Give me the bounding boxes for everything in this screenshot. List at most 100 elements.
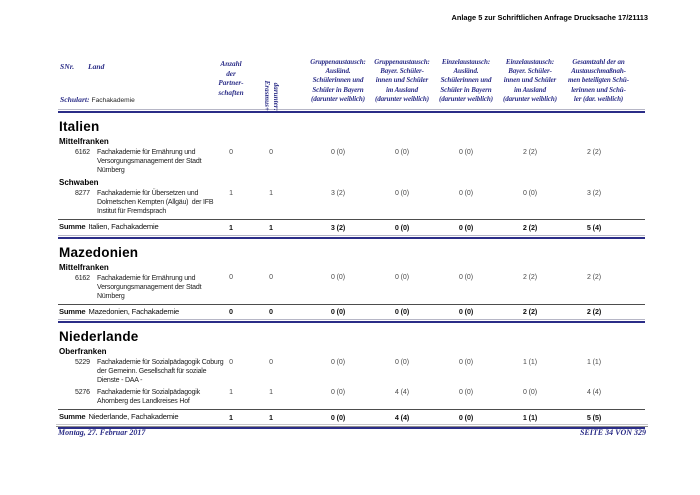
value-partnerships: 0 xyxy=(229,148,233,156)
value-gruppenaustausch-bayern: 0 (0) xyxy=(331,148,345,156)
region-heading: Schwaben xyxy=(59,178,99,187)
schulart-label: Schulart: xyxy=(60,95,90,104)
school-number: 8277 xyxy=(75,190,90,197)
row-spacer xyxy=(286,307,306,317)
summe-value-einzelaustausch-ausland: 1 (1) xyxy=(522,412,538,422)
value-partnerships: 1 xyxy=(229,388,233,396)
summe-row: Summe Italien, Fachakademie 1 1 3 (2) 0 (… xyxy=(58,220,645,235)
value-gruppenaustausch-bayern: 0 (0) xyxy=(331,274,345,281)
summe-value-einzelaustausch-bayern: 0 (0) xyxy=(458,222,474,232)
summe-value-einzelaustausch-bayern: 0 (0) xyxy=(458,412,474,422)
summe-value-einzelaustausch-bayern: 0 (0) xyxy=(458,307,474,316)
summe-value-gruppenaustausch-ausland: 4 (4) xyxy=(394,412,410,422)
value-gruppenaustausch-ausland: 0 (0) xyxy=(395,358,409,366)
summe-value-einzelaustausch-ausland: 2 (2) xyxy=(522,222,538,232)
summe-text: Niederlande, Fachakademie xyxy=(88,412,179,421)
value-gruppenaustausch-bayern: 0 (0) xyxy=(331,388,345,396)
row-spacer xyxy=(286,222,306,232)
header-name-cell: SNr. Land Schulart: Fachakademie xyxy=(58,55,206,109)
value-gruppenaustausch-bayern: 0 (0) xyxy=(331,358,345,366)
summe-value-gruppenaustausch-bayern: 0 (0) xyxy=(330,307,346,316)
summe-block: Summe Niederlande, Fachakademie 1 1 0 (0)… xyxy=(58,409,645,425)
header-spacer xyxy=(286,55,306,109)
school-name: Fachakademie für Sozialpädagogik Coburg … xyxy=(97,359,224,384)
school-row: 6162 Fachakademie für Ernährung und Vers… xyxy=(58,274,645,301)
summe-value-gruppenaustausch-ausland: 0 (0) xyxy=(394,222,410,232)
summe-value-gesamtzahl: 5 (4) xyxy=(586,222,602,232)
country-section-italien: Italien Mittelfranken 6162 Fachakademie … xyxy=(58,119,645,239)
value-gesamtzahl: 2 (2) xyxy=(587,274,601,281)
summe-label: Summe xyxy=(59,222,86,231)
summe-value-einzelaustausch-ausland: 2 (2) xyxy=(522,307,538,316)
value-einzelaustausch-ausland: 0 (0) xyxy=(523,388,537,396)
value-einzelaustausch-bayern: 0 (0) xyxy=(459,189,473,197)
value-einzelaustausch-bayern: 0 (0) xyxy=(459,274,473,281)
erasmus-column-header: darunter: Erasmus+ xyxy=(256,55,286,111)
column-header-gruppenaustausch-bayern: Gruppenaustausch: Ausländ. Schülerinnen … xyxy=(310,58,366,103)
summe-text: Italien, Fachakademie xyxy=(88,222,159,231)
school-row: 8277 Fachakademie für Übersetzen und Dol… xyxy=(58,189,645,216)
section-divider xyxy=(58,234,645,239)
school-name: Fachakademie für Übersetzen und Dolmetsc… xyxy=(97,190,214,215)
summe-label: Summe xyxy=(59,306,86,316)
value-einzelaustausch-ausland: 1 (1) xyxy=(523,358,537,366)
row-spacer xyxy=(286,148,306,175)
country-section-niederlande: Niederlande Oberfranken 5229 Fachakademi… xyxy=(58,329,645,429)
value-gruppenaustausch-ausland: 0 (0) xyxy=(395,148,409,156)
region-heading: Mittelfranken xyxy=(59,137,109,146)
value-gesamtzahl: 4 (4) xyxy=(587,388,601,396)
value-gruppenaustausch-ausland: 0 (0) xyxy=(395,274,409,281)
row-spacer xyxy=(286,388,306,406)
value-partnerships: 0 xyxy=(229,358,233,366)
summe-value-partnerships: 1 xyxy=(229,222,233,232)
schulart-row: Schulart: Fachakademie xyxy=(60,95,135,104)
value-erasmus: 0 xyxy=(269,148,273,156)
summe-value-gruppenaustausch-bayern: 3 (2) xyxy=(330,222,346,232)
header-divider xyxy=(58,109,645,113)
snr-column-label: SNr. xyxy=(60,62,75,71)
footer-date: Montag, 27. Februar 2017 xyxy=(58,428,146,437)
summe-value-gruppenaustausch-ausland: 0 (0) xyxy=(394,307,410,316)
value-erasmus: 0 xyxy=(269,274,273,281)
table: SNr. Land Schulart: Fachakademie Anzahl d… xyxy=(58,55,645,429)
summe-value-partnerships: 0 xyxy=(229,307,233,316)
row-spacer xyxy=(286,189,306,216)
school-row: 6162 Fachakademie für Ernährung und Vers… xyxy=(58,148,645,175)
footer: Montag, 27. Februar 2017 SEITE 34 VON 32… xyxy=(58,428,646,437)
school-number: 5229 xyxy=(75,359,90,366)
value-gruppenaustausch-ausland: 0 (0) xyxy=(395,189,409,197)
country-heading: Mazedonien xyxy=(59,244,139,260)
school-name: Fachakademie für Ernährung und Versorgun… xyxy=(97,274,202,300)
value-gruppenaustausch-bayern: 3 (2) xyxy=(331,189,345,197)
section-divider xyxy=(58,319,645,323)
column-header-einzelaustausch-bayern: Einzelaustausch: Ausländ. Schülerinnen u… xyxy=(439,58,493,103)
value-einzelaustausch-bayern: 0 (0) xyxy=(459,148,473,156)
country-section-mazedonien: Mazedonien Mittelfranken 6162 Fachakadem… xyxy=(58,244,645,323)
summe-block: Summe Mazedonien, Fachakademie 0 0 0 (0) … xyxy=(58,303,645,320)
region-heading: Oberfranken xyxy=(59,347,107,356)
value-partnerships: 0 xyxy=(229,274,233,281)
value-einzelaustausch-ausland: 0 (0) xyxy=(523,189,537,197)
value-erasmus: 1 xyxy=(269,189,273,197)
column-header-einzelaustausch-ausland: Einzelaustausch: Bayer. Schüler- innen u… xyxy=(503,58,557,103)
summe-value-erasmus: 0 xyxy=(269,307,273,316)
school-name: Fachakademie für Sozialpädagogik Ahornbe… xyxy=(97,389,200,405)
value-gesamtzahl: 2 (2) xyxy=(587,148,601,156)
column-header-gruppenaustausch-ausland: Gruppenaustausch: Bayer. Schüler- innen … xyxy=(374,58,430,103)
summe-label: Summe xyxy=(59,412,86,421)
summe-value-erasmus: 1 xyxy=(269,412,273,422)
country-heading: Italien xyxy=(59,119,100,134)
school-number: 6162 xyxy=(75,149,90,156)
value-erasmus: 0 xyxy=(269,358,273,366)
summe-value-gruppenaustausch-bayern: 0 (0) xyxy=(330,412,346,422)
school-name: Fachakademie für Ernährung und Versorgun… xyxy=(97,149,202,174)
schulart-value: Fachakademie xyxy=(91,97,135,104)
erasmus-rotated-label: darunter: Erasmus+ xyxy=(263,80,280,111)
summe-value-erasmus: 1 xyxy=(269,222,273,232)
school-row: 5229 Fachakademie für Sozialpädagogik Co… xyxy=(58,358,645,385)
country-heading: Niederlande xyxy=(59,329,139,344)
summe-row: Summe Mazedonien, Fachakademie 0 0 0 (0) … xyxy=(58,305,645,320)
value-einzelaustausch-ausland: 2 (2) xyxy=(523,274,537,281)
row-spacer xyxy=(286,274,306,301)
